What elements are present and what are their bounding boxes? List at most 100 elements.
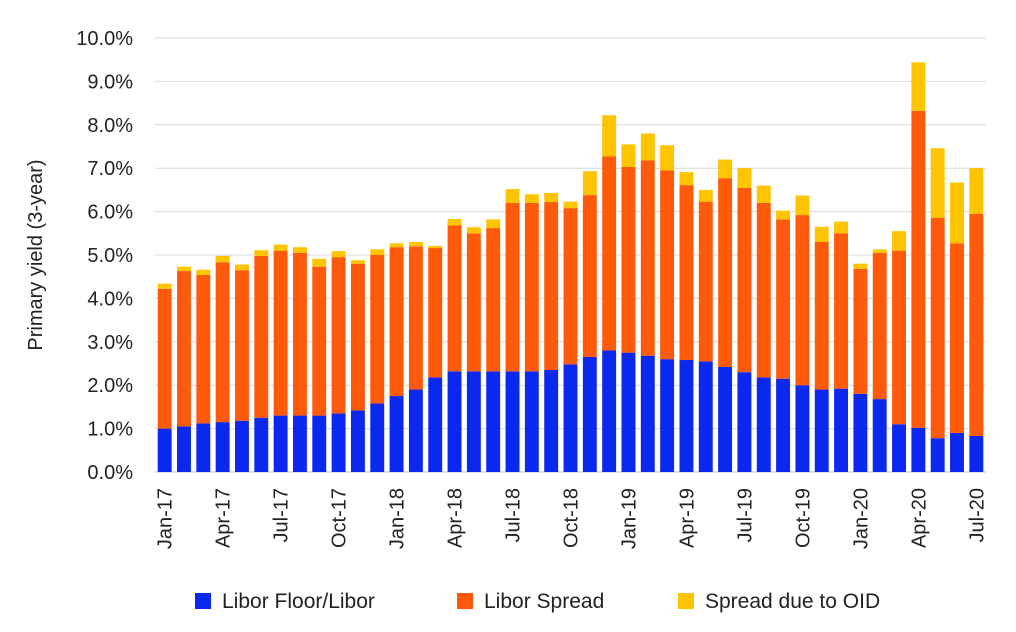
- x-tick-label: Jul-17: [271, 488, 293, 542]
- bar-segment-libor-spread: [389, 247, 404, 397]
- y-tick-label: 0.0%: [87, 462, 133, 484]
- y-tick-label: 5.0%: [87, 245, 133, 267]
- bar-segment-oid-spread: [331, 251, 346, 258]
- bar-segment-oid-spread: [157, 283, 172, 289]
- bar-segment-libor-floor: [602, 350, 617, 472]
- bar-segment-oid-spread: [660, 145, 675, 171]
- x-tick-label: Apr-17: [213, 488, 235, 548]
- bar-segment-libor-spread: [563, 208, 578, 365]
- x-tick-label: Oct-17: [329, 488, 351, 548]
- bar-segment-libor-spread: [853, 268, 868, 394]
- bar-segment-libor-spread: [350, 263, 365, 411]
- bar-segment-oid-spread: [853, 263, 868, 269]
- y-tick-label: 1.0%: [87, 419, 133, 441]
- x-tick-label: Apr-20: [908, 488, 930, 548]
- y-tick-label: 7.0%: [87, 158, 133, 180]
- bar-segment-libor-spread: [640, 160, 655, 356]
- bar-segment-oid-spread: [524, 194, 539, 203]
- y-axis: 0.0% 1.0% 2.0% 3.0% 4.0% 5.0% 6.0% 7.0% 8.0% 9.0%…: [76, 28, 133, 484]
- bar-segment-oid-spread: [350, 260, 365, 264]
- x-tick-label: Jan-18: [387, 488, 409, 549]
- bar-segment-libor-floor: [621, 352, 636, 472]
- bar-segment-libor-floor: [331, 413, 346, 472]
- x-tick-label: Jul-18: [503, 488, 525, 542]
- bar-segment-libor-floor: [776, 378, 791, 472]
- bar-segment-libor-floor: [930, 438, 945, 472]
- bar-segment-libor-floor: [447, 371, 462, 472]
- bar-segment-libor-spread: [428, 248, 443, 378]
- bar-segment-libor-floor: [834, 388, 849, 472]
- bar-segment-oid-spread: [292, 247, 307, 253]
- bar-segment-libor-spread: [331, 257, 346, 414]
- bar-segment-libor-floor: [370, 403, 385, 472]
- bar-segment-libor-floor: [157, 428, 172, 472]
- bar-segment-libor-spread: [756, 202, 771, 378]
- bar-segment-libor-spread: [157, 288, 172, 429]
- y-tick-label: 9.0%: [87, 71, 133, 93]
- legend-swatch: [678, 593, 694, 609]
- bar-segment-oid-spread: [428, 245, 443, 249]
- bar-segment-libor-floor: [486, 371, 501, 472]
- bar-segment-oid-spread: [582, 171, 597, 196]
- bar-segment-libor-floor: [524, 371, 539, 472]
- bar-segment-libor-spread: [679, 185, 694, 361]
- bar-segment-libor-spread: [621, 166, 636, 353]
- bar-segment-libor-spread: [950, 243, 964, 433]
- bar-segment-oid-spread: [408, 241, 423, 247]
- bar-segment-libor-spread: [466, 233, 481, 372]
- legend: Libor Floor/Libor Libor Spread Spread due …: [195, 590, 880, 613]
- bar-segment-libor-spread: [292, 252, 307, 416]
- bar-segment-libor-spread: [795, 215, 810, 386]
- bar-segment-oid-spread: [834, 221, 849, 234]
- x-axis: Jan-17 Apr-17 Jul-17 Oct-17 Jan-18 Apr-18 Jul-…: [155, 488, 989, 549]
- bar-segment-oid-spread: [969, 168, 984, 214]
- bar-segment-oid-spread: [505, 189, 520, 203]
- bar-segment-libor-spread: [930, 217, 945, 439]
- bar-segment-oid-spread: [814, 226, 829, 242]
- x-tick-label: Oct-18: [561, 488, 583, 548]
- bar-segment-oid-spread: [930, 148, 945, 218]
- bar-segment-libor-floor: [177, 426, 191, 472]
- bar-segment-oid-spread: [486, 219, 501, 229]
- bar-segment-libor-spread: [969, 213, 984, 436]
- bar-segment-libor-spread: [273, 250, 288, 416]
- bar-segment-libor-spread: [370, 255, 385, 404]
- bar-segment-oid-spread: [737, 168, 752, 188]
- bar-segment-oid-spread: [235, 264, 249, 271]
- bar-segment-oid-spread: [776, 210, 791, 220]
- legend-swatch: [457, 593, 473, 609]
- bar-segment-libor-spread: [505, 202, 520, 372]
- y-tick-label: 3.0%: [87, 332, 133, 354]
- bar-segment-libor-spread: [582, 195, 597, 357]
- x-tick-label: Jan-17: [155, 488, 177, 549]
- bar-segment-libor-floor: [312, 415, 327, 472]
- bar-segment-libor-floor: [950, 432, 964, 472]
- x-tick-label: Jan-19: [618, 488, 640, 549]
- bar-segment-libor-spread: [254, 255, 269, 418]
- bar-segment-libor-floor: [892, 424, 906, 472]
- x-tick-label: Oct-19: [792, 488, 814, 548]
- y-tick-label: 2.0%: [87, 375, 133, 397]
- bar-segment-libor-spread: [660, 170, 675, 360]
- bar-segment-libor-floor: [466, 371, 481, 472]
- bar-segment-libor-spread: [892, 250, 906, 425]
- bar-segment-oid-spread: [563, 201, 578, 209]
- bar-segment-oid-spread: [756, 185, 771, 203]
- bar-segment-libor-spread: [486, 228, 501, 372]
- bar-segment-oid-spread: [544, 192, 559, 203]
- legend-label: Libor Spread: [484, 590, 604, 613]
- bar-segment-libor-spread: [312, 266, 327, 416]
- x-tick-label: Apr-18: [445, 488, 467, 548]
- x-tick-label: Jul-19: [734, 488, 756, 542]
- bar-segment-libor-floor: [273, 415, 288, 472]
- bar-segment-oid-spread: [911, 62, 926, 111]
- bar-segment-libor-floor: [428, 377, 443, 472]
- bar-segment-libor-spread: [408, 246, 423, 390]
- bar-segment-oid-spread: [273, 244, 288, 251]
- bar-segment-libor-floor: [756, 377, 771, 472]
- bar-segment-libor-spread: [215, 262, 230, 423]
- bar-segment-oid-spread: [389, 243, 404, 248]
- bar-segment-libor-spread: [872, 252, 887, 400]
